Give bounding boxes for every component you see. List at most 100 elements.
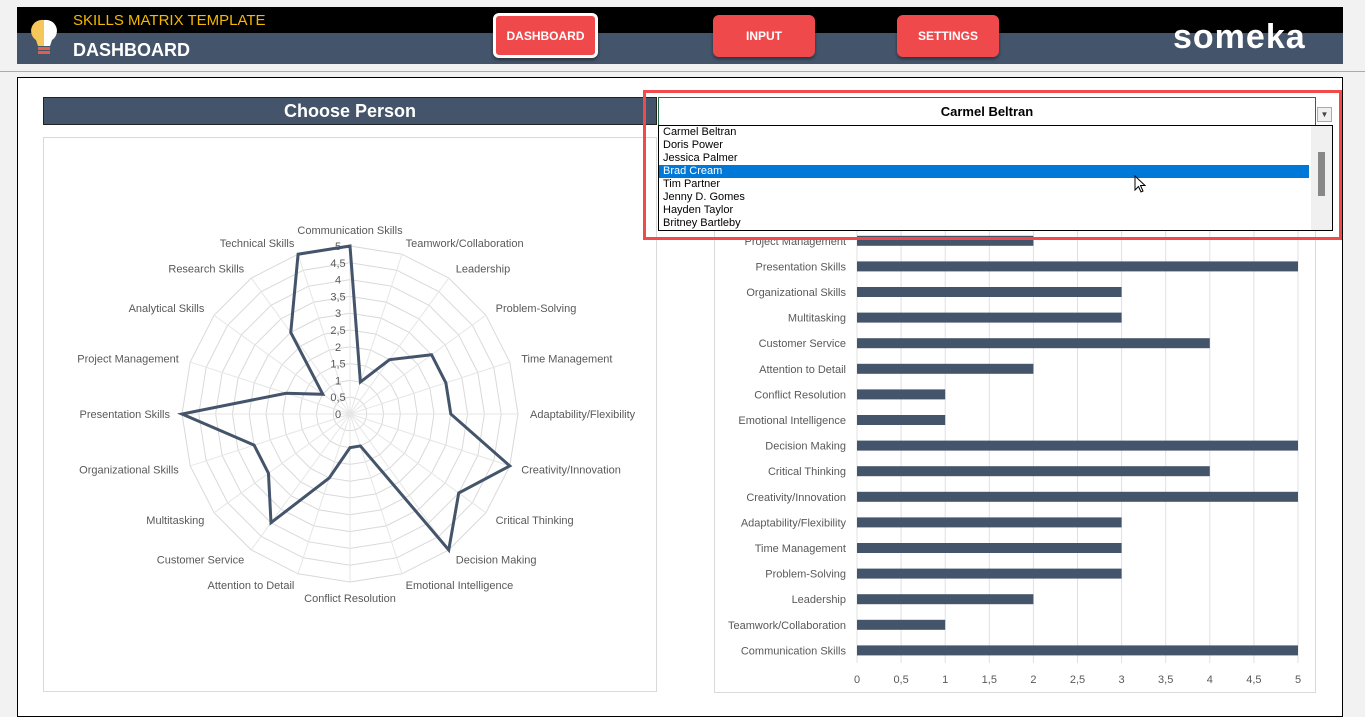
radar-axis-label: Project Management	[77, 353, 179, 365]
radar-axis-label: Multitasking	[146, 515, 204, 527]
person-option[interactable]: Doris Power	[663, 139, 723, 151]
bar-category-label: Problem-Solving	[765, 569, 846, 581]
radar-axis-label: Creativity/Innovation	[521, 465, 621, 477]
bar	[857, 491, 1298, 502]
bar	[857, 466, 1210, 477]
radar-tick-label: 0	[335, 409, 341, 421]
radar-axis-label: Teamwork/Collaboration	[406, 238, 524, 250]
radar-axis-label: Technical Skills	[220, 238, 295, 250]
page-title: DASHBOARD	[73, 40, 190, 60]
divider	[0, 71, 1365, 72]
dashboard-button[interactable]: DASHBOARD	[493, 13, 598, 58]
bar	[857, 568, 1122, 579]
person-option[interactable]: Hayden Taylor	[663, 204, 734, 216]
bar-tick-label: 2,5	[1070, 674, 1085, 686]
bar	[857, 594, 1034, 605]
radar-axis-label: Emotional Intelligence	[406, 580, 514, 592]
lightbulb-brain-icon	[31, 19, 57, 54]
bar	[857, 261, 1298, 272]
radar-series-line	[176, 244, 513, 554]
radar-spoke	[190, 361, 351, 415]
bar-category-label: Adaptability/Flexibility	[741, 517, 847, 529]
person-option[interactable]: Brad Cream	[659, 165, 1309, 178]
radar-spoke	[349, 254, 403, 415]
radar-spoke	[213, 314, 351, 415]
someka-logo: someka	[1173, 18, 1306, 56]
bar-tick-label: 4,5	[1246, 674, 1261, 686]
radar-spoke	[349, 413, 487, 514]
choose-person-label: Choose Person	[43, 97, 657, 125]
chevron-down-icon[interactable]: ▼	[1317, 107, 1332, 122]
radar-axis-label: Adaptability/Flexibility	[530, 409, 636, 421]
bar-category-label: Emotional Intelligence	[738, 415, 846, 427]
bar-tick-label: 1,5	[982, 674, 997, 686]
radar-axis-label: Problem-Solving	[496, 303, 577, 315]
header-bar	[17, 7, 1343, 33]
bar-tick-label: 3,5	[1158, 674, 1173, 686]
scrollbar-thumb[interactable]	[1318, 152, 1325, 196]
bar-tick-label: 0,5	[893, 674, 908, 686]
radar-spoke	[213, 413, 351, 514]
radar-tick-label: 1,5	[330, 359, 345, 371]
bar	[857, 389, 946, 400]
bar	[857, 235, 1034, 246]
person-option[interactable]: Britney Bartleby	[663, 217, 741, 229]
bar-tick-label: 0	[854, 674, 860, 686]
settings-button[interactable]: SETTINGS	[897, 15, 999, 57]
bar-category-label: Organizational Skills	[746, 287, 846, 299]
header-band	[17, 33, 1343, 64]
radar-spoke	[349, 277, 450, 415]
bar	[857, 543, 1122, 553]
app-title: SKILLS MATRIX TEMPLATE	[73, 12, 266, 29]
bar-category-label: Decision Making	[765, 441, 846, 453]
bar-category-label: Critical Thinking	[768, 466, 846, 478]
radar-axis-label: Research Skills	[168, 263, 244, 275]
dropdown-highlight-frame	[643, 90, 1342, 240]
radar-axis-label: Presentation Skills	[80, 409, 171, 421]
bar	[857, 338, 1210, 349]
bar-tick-label: 4	[1207, 674, 1213, 686]
bar	[857, 415, 946, 425]
bar-category-label: Creativity/Innovation	[746, 492, 846, 504]
radar-axis-label: Conflict Resolution	[304, 593, 396, 605]
radar-axis-label: Decision Making	[456, 555, 537, 567]
input-button[interactable]: INPUT	[713, 15, 815, 57]
person-option[interactable]: Tim Partner	[663, 178, 721, 190]
bar	[857, 312, 1122, 323]
radar-axis-label: Communication Skills	[297, 225, 403, 237]
radar-tick-label: 4,5	[330, 258, 345, 270]
radar-tick-label: 3,5	[330, 291, 345, 303]
person-dropdown-list[interactable]: Carmel Beltran Doris Power Jessica Palmer B…	[658, 125, 1333, 231]
person-option[interactable]: Carmel Beltran	[663, 126, 737, 138]
bar-category-label: Communication Skills	[741, 645, 847, 657]
bar	[857, 287, 1122, 297]
radar-axis-label: Organizational Skills	[79, 465, 179, 477]
radar-axis-label: Time Management	[521, 353, 612, 365]
radar-spoke	[250, 413, 351, 551]
bar-tick-label: 2	[1030, 674, 1036, 686]
bar-category-label: Customer Service	[759, 338, 846, 350]
radar-axis-label: Critical Thinking	[496, 515, 574, 527]
radar-spoke	[349, 413, 450, 551]
radar-axis-label: Customer Service	[157, 555, 244, 567]
person-option[interactable]: Jessica Palmer	[663, 152, 738, 164]
radar-axis-label: Leadership	[456, 263, 510, 275]
bar	[857, 619, 946, 630]
radar-axis-label: Attention to Detail	[208, 580, 295, 592]
radar-tick-label: 2	[335, 342, 341, 354]
bar	[857, 645, 1298, 656]
person-option[interactable]: Jenny D. Gomes	[663, 191, 745, 203]
radar-tick-label: 0,5	[330, 392, 345, 404]
person-select-cell[interactable]: Carmel Beltran	[658, 97, 1316, 125]
bar	[857, 363, 1034, 374]
radar-tick-label: 3	[335, 308, 341, 320]
radar-spoke	[190, 413, 351, 467]
bar-tick-label: 3	[1119, 674, 1125, 686]
bar-category-label: Teamwork/Collaboration	[728, 620, 846, 632]
bar	[857, 517, 1122, 528]
bar-category-label: Presentation Skills	[756, 261, 847, 273]
radar-tick-label: 2,5	[330, 325, 345, 337]
radar-spoke	[349, 413, 510, 467]
radar-chart-box: 0 0,5 1 1,5 2 2,5 3 3,5 4 4,5 5 Communication Skill…	[43, 137, 657, 692]
